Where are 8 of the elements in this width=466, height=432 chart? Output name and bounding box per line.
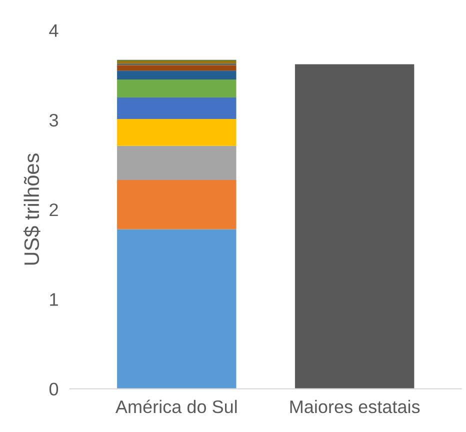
y-tick-label: 1 [50,293,58,306]
y-tick-label: 0 [49,382,58,396]
x-tick-label: Maiores estatais [290,400,420,414]
y-tick-label: 2 [50,203,58,216]
y-tick-label: 3 [49,114,58,127]
y-tick-label: 4 [49,24,58,37]
x-tick-label: América do Sul [115,400,237,414]
y-axis-title: US$ trilhões [23,154,40,265]
